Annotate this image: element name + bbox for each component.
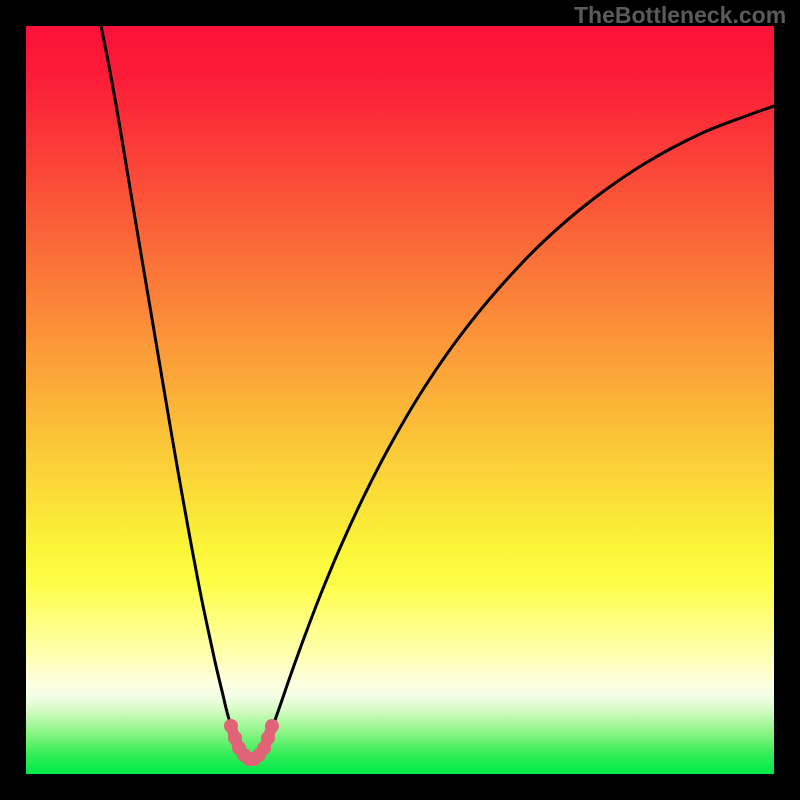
bottleneck-chart — [0, 0, 800, 800]
watermark-text: TheBottleneck.com — [574, 2, 786, 29]
chart-frame: TheBottleneck.com — [0, 0, 800, 800]
marker-dot — [261, 731, 275, 745]
gradient-background — [26, 26, 774, 774]
marker-dot — [265, 719, 279, 733]
marker-dot — [224, 719, 238, 733]
